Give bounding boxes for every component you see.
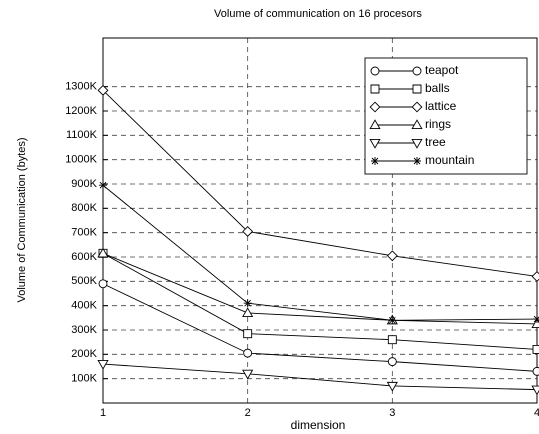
data-point bbox=[531, 271, 539, 282]
x-tick-label: 4 bbox=[534, 407, 539, 419]
x-axis-label: dimension bbox=[291, 418, 346, 432]
series-line bbox=[102, 283, 538, 372]
data-point bbox=[97, 84, 109, 96]
data-point bbox=[532, 366, 539, 376]
series-line bbox=[102, 89, 538, 277]
y-tick-label: 900K bbox=[71, 178, 97, 190]
legend-marker bbox=[371, 157, 379, 165]
legend-marker bbox=[370, 66, 380, 76]
y-tick-label: 1000K bbox=[65, 154, 97, 166]
data-point bbox=[242, 226, 254, 237]
chart-title: Volume of communication on 16 procesors bbox=[214, 8, 422, 20]
legend-label: lattice bbox=[425, 99, 457, 113]
data-point bbox=[243, 348, 253, 358]
legend-marker bbox=[369, 138, 381, 149]
data-point bbox=[242, 369, 254, 380]
legend-label: balls bbox=[425, 81, 450, 95]
legend-marker bbox=[369, 101, 381, 113]
series-line bbox=[102, 184, 538, 321]
legend-label: rings bbox=[425, 117, 451, 131]
data-point bbox=[243, 299, 252, 308]
y-tick-label: 1300K bbox=[65, 81, 97, 93]
legend-marker bbox=[411, 101, 423, 113]
x-tick-label: 3 bbox=[389, 407, 395, 419]
data-point bbox=[99, 181, 107, 190]
legend-marker bbox=[411, 119, 423, 130]
series-line bbox=[102, 252, 538, 350]
legend-box bbox=[364, 57, 528, 175]
series-line bbox=[102, 252, 538, 325]
y-tick-label: 1200K bbox=[65, 105, 97, 117]
y-axis-label: Volume of Communication (bytes) bbox=[16, 137, 28, 302]
data-point bbox=[243, 329, 253, 339]
data-point bbox=[533, 315, 539, 324]
legend-marker bbox=[370, 84, 380, 94]
y-tick-label: 500K bbox=[71, 275, 97, 287]
y-tick-label: 600K bbox=[71, 251, 97, 263]
legend-label: tree bbox=[425, 135, 446, 149]
data-point bbox=[388, 316, 397, 325]
plot-frame bbox=[102, 37, 538, 404]
data-point bbox=[387, 357, 397, 367]
x-tick-label: 1 bbox=[100, 407, 106, 419]
legend-marker bbox=[369, 119, 381, 130]
legend-marker bbox=[412, 66, 422, 76]
legend-marker bbox=[411, 138, 423, 149]
y-tick-label: 700K bbox=[71, 227, 97, 239]
data-point bbox=[531, 385, 539, 396]
data-point bbox=[97, 247, 109, 258]
legend-marker bbox=[413, 157, 421, 165]
y-tick-label: 400K bbox=[71, 300, 97, 312]
legend-marker bbox=[412, 84, 422, 94]
y-tick-label: 800K bbox=[71, 202, 97, 214]
data-point bbox=[386, 250, 398, 262]
legend-label: teapot bbox=[425, 63, 459, 77]
data-point bbox=[386, 381, 398, 392]
data-point bbox=[98, 279, 108, 289]
series-line bbox=[102, 363, 538, 391]
data-point bbox=[532, 345, 539, 354]
y-tick-label: 300K bbox=[71, 324, 97, 336]
data-point bbox=[387, 335, 397, 345]
y-tick-label: 200K bbox=[71, 348, 97, 360]
data-point bbox=[242, 307, 254, 318]
x-tick-label: 2 bbox=[245, 407, 251, 419]
y-tick-label: 1100K bbox=[66, 129, 98, 141]
legend-label: mountain bbox=[425, 153, 474, 167]
data-point bbox=[97, 360, 109, 370]
y-tick-label: 100K bbox=[71, 373, 97, 385]
